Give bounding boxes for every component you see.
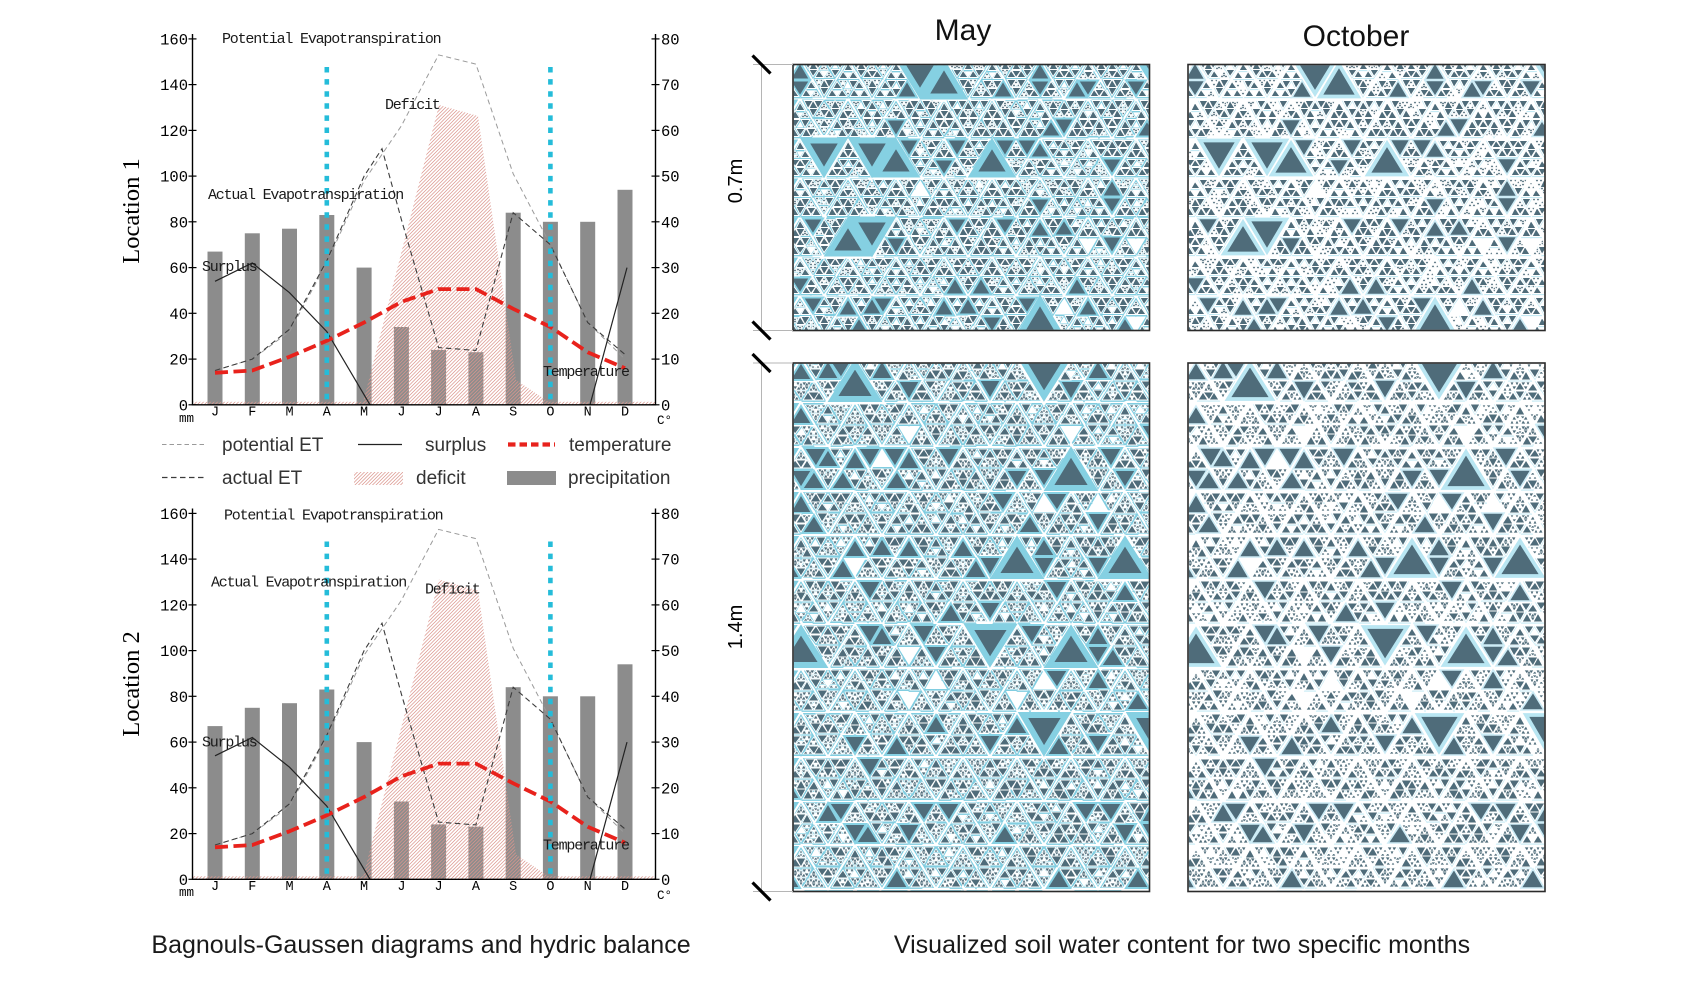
svg-text:A: A [472, 406, 481, 421]
svg-text:Location 1: Location 1 [118, 158, 145, 263]
svg-text:Bagnouls-Gaussen diagrams and: Bagnouls-Gaussen diagrams and hydric bal… [151, 931, 690, 959]
svg-text:60: 60 [661, 597, 680, 615]
svg-text:F: F [248, 880, 256, 895]
svg-text:D: D [621, 880, 629, 895]
svg-text:O: O [546, 406, 554, 421]
svg-text:S: S [509, 880, 517, 895]
svg-text:80: 80 [169, 214, 188, 232]
svg-text:100: 100 [160, 643, 188, 661]
svg-text:O: O [546, 880, 554, 895]
svg-text:J: J [211, 406, 219, 421]
svg-text:J: J [397, 406, 405, 421]
svg-text:0: 0 [661, 397, 670, 415]
svg-text:70: 70 [661, 552, 680, 570]
svg-text:A: A [472, 880, 481, 895]
svg-text:40: 40 [661, 214, 680, 232]
svg-text:Surplus: Surplus [202, 735, 257, 752]
svg-text:160: 160 [160, 31, 188, 49]
svg-text:100: 100 [160, 169, 188, 187]
svg-text:20: 20 [661, 780, 680, 798]
svg-text:Deficit: Deficit [425, 582, 480, 599]
svg-text:J: J [211, 880, 219, 895]
svg-text:50: 50 [661, 169, 680, 187]
svg-text:80: 80 [661, 506, 680, 524]
svg-text:10: 10 [661, 352, 680, 370]
svg-text:50: 50 [661, 643, 680, 661]
svg-text:30: 30 [661, 735, 680, 753]
svg-text:potential ET: potential ET [222, 435, 324, 456]
svg-text:0.7m: 0.7m [725, 159, 747, 203]
svg-text:60: 60 [661, 123, 680, 141]
svg-text:40: 40 [661, 689, 680, 707]
svg-text:J: J [435, 880, 443, 895]
svg-text:actual ET: actual ET [222, 468, 303, 489]
svg-text:120: 120 [160, 597, 188, 615]
svg-text:M: M [285, 880, 293, 895]
svg-text:S: S [509, 406, 517, 421]
svg-text:M: M [360, 406, 368, 421]
svg-text:Temperature: Temperature [543, 364, 630, 381]
svg-text:temperature: temperature [569, 435, 671, 456]
svg-text:80: 80 [169, 689, 188, 707]
svg-text:F: F [248, 406, 256, 421]
svg-text:1.4m: 1.4m [725, 605, 747, 649]
svg-text:surplus: surplus [425, 435, 486, 456]
svg-text:30: 30 [661, 260, 680, 278]
svg-text:M: M [285, 406, 293, 421]
svg-text:deficit: deficit [416, 468, 466, 489]
svg-text:May: May [935, 14, 992, 47]
svg-text:120: 120 [160, 123, 188, 141]
svg-text:10: 10 [661, 826, 680, 844]
svg-text:October: October [1303, 20, 1410, 53]
svg-text:20: 20 [169, 352, 188, 370]
svg-text:Temperature: Temperature [543, 838, 630, 855]
svg-text:J: J [397, 880, 405, 895]
svg-text:60: 60 [169, 735, 188, 753]
svg-text:20: 20 [661, 306, 680, 324]
svg-text:160: 160 [160, 506, 188, 524]
svg-text:precipitation: precipitation [568, 468, 670, 489]
svg-text:Actual Evapotranspiration: Actual Evapotranspiration [208, 187, 403, 204]
svg-text:M: M [360, 880, 368, 895]
svg-text:Surplus: Surplus [202, 259, 257, 276]
svg-text:40: 40 [169, 780, 188, 798]
svg-text:Potential Evapotranspiration: Potential Evapotranspiration [222, 31, 441, 48]
svg-text:Visualized soil water content: Visualized soil water content for two sp… [894, 931, 1470, 959]
svg-text:Location 2: Location 2 [118, 631, 145, 736]
svg-text:60: 60 [169, 260, 188, 278]
svg-text:0: 0 [661, 872, 670, 890]
svg-text:A: A [323, 880, 332, 895]
svg-text:D: D [621, 406, 629, 421]
svg-text:140: 140 [160, 552, 188, 570]
svg-text:C°: C° [657, 889, 672, 903]
svg-text:J: J [435, 406, 443, 421]
svg-text:20: 20 [169, 826, 188, 844]
svg-text:N: N [584, 880, 592, 895]
svg-text:Deficit: Deficit [385, 97, 440, 114]
svg-text:A: A [323, 406, 332, 421]
svg-text:N: N [584, 406, 592, 421]
svg-text:mm: mm [179, 412, 194, 426]
svg-text:140: 140 [160, 77, 188, 95]
svg-text:Potential Evapotranspiration: Potential Evapotranspiration [224, 508, 443, 525]
svg-text:40: 40 [169, 306, 188, 324]
svg-text:Actual Evapotranspiration: Actual Evapotranspiration [211, 575, 406, 592]
svg-text:70: 70 [661, 77, 680, 95]
svg-text:80: 80 [661, 31, 680, 49]
svg-text:0: 0 [179, 872, 188, 890]
svg-text:0: 0 [179, 397, 188, 415]
svg-text:C°: C° [657, 414, 672, 428]
svg-text:mm: mm [179, 886, 194, 900]
